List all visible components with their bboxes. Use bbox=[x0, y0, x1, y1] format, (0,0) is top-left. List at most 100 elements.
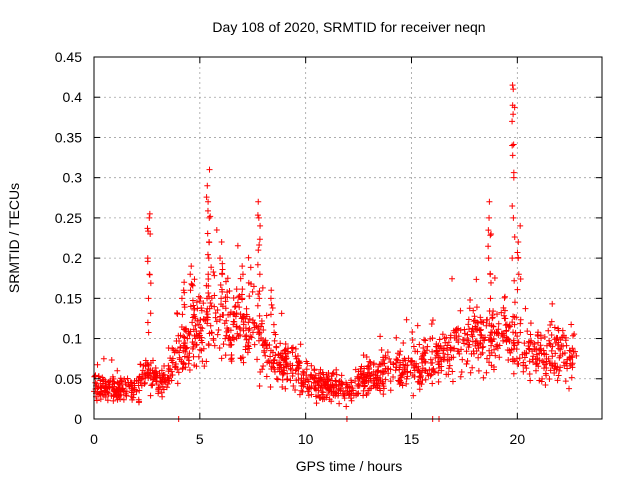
data-point bbox=[321, 382, 328, 389]
data-point bbox=[489, 329, 496, 336]
data-point bbox=[116, 392, 123, 399]
data-point bbox=[268, 287, 275, 294]
data-point bbox=[501, 293, 508, 300]
data-point bbox=[357, 370, 364, 377]
data-point bbox=[223, 328, 230, 335]
data-point bbox=[498, 330, 505, 337]
data-point bbox=[386, 355, 393, 362]
data-point bbox=[266, 341, 273, 348]
data-point bbox=[510, 370, 517, 377]
data-point bbox=[178, 295, 185, 302]
data-point bbox=[572, 348, 579, 355]
data-point bbox=[273, 375, 280, 382]
data-point bbox=[246, 345, 253, 352]
data-point bbox=[433, 348, 440, 355]
data-point bbox=[453, 332, 460, 339]
data-point bbox=[377, 387, 384, 394]
data-point bbox=[394, 350, 401, 357]
data-point bbox=[137, 379, 144, 386]
data-point bbox=[126, 383, 133, 390]
data-point bbox=[149, 382, 156, 389]
data-point bbox=[92, 372, 99, 379]
data-point bbox=[204, 230, 211, 237]
data-point bbox=[142, 361, 149, 368]
data-point bbox=[335, 392, 342, 399]
data-point bbox=[267, 295, 274, 302]
data-point bbox=[470, 318, 477, 325]
data-point bbox=[524, 328, 531, 335]
data-point bbox=[195, 333, 202, 340]
data-point bbox=[153, 370, 160, 377]
data-point bbox=[217, 281, 224, 288]
data-point bbox=[494, 345, 501, 352]
data-point bbox=[245, 254, 252, 261]
data-point bbox=[468, 350, 475, 357]
data-point bbox=[517, 275, 524, 282]
data-point bbox=[421, 359, 428, 366]
data-point bbox=[403, 316, 410, 323]
data-point bbox=[472, 342, 479, 349]
data-point bbox=[465, 321, 472, 328]
data-point bbox=[316, 381, 323, 388]
data-point bbox=[488, 230, 495, 237]
data-point bbox=[422, 376, 429, 383]
data-point bbox=[284, 370, 291, 377]
data-point bbox=[436, 336, 443, 343]
data-point bbox=[216, 344, 223, 351]
data-point bbox=[414, 322, 421, 329]
data-point bbox=[297, 341, 304, 348]
data-point bbox=[147, 367, 154, 374]
data-point bbox=[563, 342, 570, 349]
data-point bbox=[232, 303, 239, 310]
data-point bbox=[233, 286, 240, 293]
data-point bbox=[506, 338, 513, 345]
data-point bbox=[500, 304, 507, 311]
data-point bbox=[199, 339, 206, 346]
data-point bbox=[458, 369, 465, 376]
data-point bbox=[410, 343, 417, 350]
data-point bbox=[172, 360, 179, 367]
data-point bbox=[374, 384, 381, 391]
y-tick-label: 0.25 bbox=[55, 210, 82, 226]
data-point bbox=[338, 381, 345, 388]
data-point bbox=[485, 243, 492, 250]
data-point bbox=[516, 355, 523, 362]
data-point bbox=[195, 353, 202, 360]
data-point bbox=[245, 339, 252, 346]
data-point bbox=[398, 372, 405, 379]
data-point bbox=[254, 302, 261, 309]
data-point bbox=[244, 349, 251, 356]
data-point bbox=[319, 376, 326, 383]
data-point bbox=[510, 141, 517, 148]
data-point bbox=[204, 182, 211, 189]
data-point bbox=[165, 365, 172, 372]
data-point bbox=[514, 360, 521, 367]
data-point bbox=[218, 355, 225, 362]
data-point bbox=[261, 339, 268, 346]
data-point bbox=[205, 341, 212, 348]
data-point bbox=[248, 334, 255, 341]
data-point bbox=[225, 335, 232, 342]
data-point bbox=[251, 324, 258, 331]
data-point bbox=[567, 356, 574, 363]
data-point bbox=[510, 337, 517, 344]
data-point bbox=[180, 333, 187, 340]
data-point bbox=[122, 381, 129, 388]
data-point bbox=[521, 340, 528, 347]
data-point bbox=[537, 332, 544, 339]
data-point bbox=[511, 277, 518, 284]
data-point bbox=[239, 314, 246, 321]
data-point bbox=[475, 354, 482, 361]
data-point bbox=[547, 322, 554, 329]
data-point bbox=[257, 323, 264, 330]
data-point bbox=[135, 396, 142, 403]
data-point bbox=[181, 334, 188, 341]
data-point bbox=[367, 372, 374, 379]
data-point bbox=[245, 279, 252, 286]
data-point bbox=[210, 269, 217, 276]
data-point bbox=[246, 325, 253, 332]
chart-title: Day 108 of 2020, SRMTID for receiver neq… bbox=[212, 19, 485, 35]
data-point bbox=[496, 354, 503, 361]
data-point bbox=[189, 297, 196, 304]
data-point bbox=[336, 378, 343, 385]
